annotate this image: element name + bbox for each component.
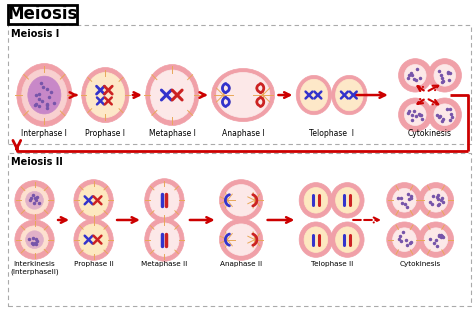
Ellipse shape (28, 76, 61, 114)
Ellipse shape (211, 69, 274, 122)
FancyBboxPatch shape (8, 153, 471, 306)
Ellipse shape (224, 224, 258, 255)
Ellipse shape (145, 179, 184, 222)
Ellipse shape (216, 72, 270, 118)
Ellipse shape (399, 98, 432, 131)
Ellipse shape (224, 185, 258, 216)
FancyBboxPatch shape (8, 4, 77, 24)
Ellipse shape (219, 179, 263, 221)
Text: Meiosis I: Meiosis I (11, 29, 59, 39)
Text: Telophase  I: Telophase I (309, 130, 354, 138)
Ellipse shape (336, 227, 359, 252)
Ellipse shape (150, 70, 194, 120)
Ellipse shape (404, 64, 426, 86)
Ellipse shape (150, 223, 179, 256)
Ellipse shape (399, 59, 432, 92)
Text: Prophase II: Prophase II (73, 261, 113, 267)
Ellipse shape (434, 104, 456, 125)
Text: Metaphase II: Metaphase II (141, 261, 188, 267)
Ellipse shape (392, 228, 416, 252)
Ellipse shape (392, 189, 416, 212)
Ellipse shape (79, 224, 109, 255)
Ellipse shape (299, 183, 333, 218)
Text: Prophase I: Prophase I (85, 130, 125, 138)
Text: Interphase I: Interphase I (21, 130, 67, 138)
Text: Telophase II: Telophase II (310, 261, 353, 267)
Ellipse shape (79, 185, 109, 216)
Ellipse shape (299, 222, 333, 257)
Text: Metaphase I: Metaphase I (149, 130, 196, 138)
Ellipse shape (428, 59, 462, 92)
Text: Anaphase I: Anaphase I (222, 130, 264, 138)
Ellipse shape (387, 183, 422, 218)
Ellipse shape (404, 104, 426, 125)
Text: Interkinesis
(InterphaseII): Interkinesis (InterphaseII) (10, 261, 59, 275)
Ellipse shape (428, 98, 462, 131)
Ellipse shape (26, 231, 44, 248)
Ellipse shape (336, 187, 359, 213)
Ellipse shape (424, 228, 448, 252)
Text: Meiosis: Meiosis (7, 5, 78, 23)
Text: Meiosis II: Meiosis II (11, 157, 63, 167)
Ellipse shape (219, 219, 263, 260)
Ellipse shape (150, 184, 179, 217)
Ellipse shape (145, 218, 184, 261)
Ellipse shape (331, 183, 364, 218)
Ellipse shape (22, 69, 67, 121)
Ellipse shape (21, 186, 48, 214)
Ellipse shape (26, 191, 44, 209)
Ellipse shape (418, 222, 454, 257)
Ellipse shape (387, 222, 422, 257)
Ellipse shape (434, 64, 456, 86)
Ellipse shape (331, 222, 364, 257)
Ellipse shape (332, 75, 367, 115)
Ellipse shape (304, 227, 328, 252)
Ellipse shape (17, 64, 72, 126)
Ellipse shape (336, 79, 363, 111)
Ellipse shape (424, 189, 448, 212)
Ellipse shape (418, 183, 454, 218)
Ellipse shape (15, 220, 54, 259)
Ellipse shape (21, 226, 48, 253)
Ellipse shape (304, 187, 328, 213)
Ellipse shape (296, 75, 332, 115)
FancyBboxPatch shape (8, 25, 471, 144)
Ellipse shape (74, 179, 113, 221)
Ellipse shape (82, 68, 129, 123)
Text: Cytokinesis: Cytokinesis (408, 130, 452, 138)
Ellipse shape (74, 219, 113, 260)
Text: Anaphase II: Anaphase II (220, 261, 262, 267)
Ellipse shape (300, 79, 328, 111)
Ellipse shape (146, 64, 199, 125)
Ellipse shape (86, 72, 125, 118)
Ellipse shape (15, 181, 54, 220)
Text: Cytokinesis: Cytokinesis (400, 261, 441, 267)
